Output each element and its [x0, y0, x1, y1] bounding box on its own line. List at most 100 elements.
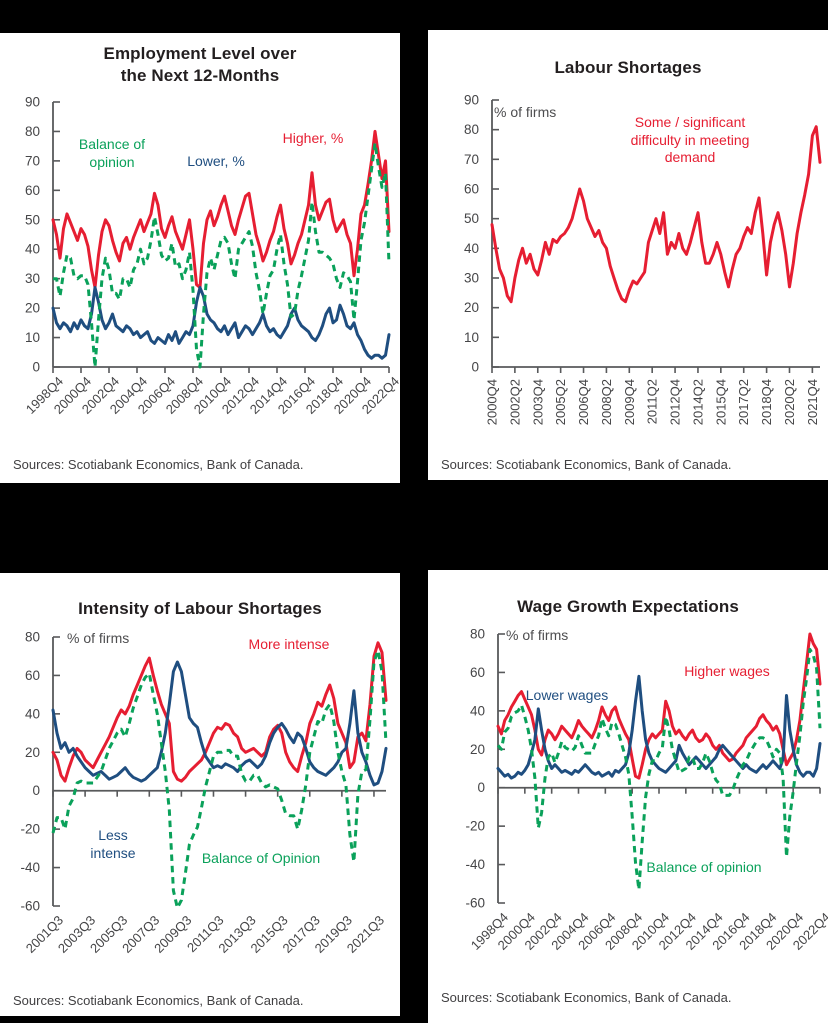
annotation-of-firms: % of firms: [67, 630, 130, 646]
series-line-navy: [51, 660, 388, 787]
line-chart-employment-level: 0 10 20 30 40 50 60 70 80 90 1998Q4 2000Q4 2002Q4 200…: [0, 33, 400, 483]
y-axis-tick-label: 0: [471, 360, 479, 375]
y-axis-tick-label: 60: [25, 183, 40, 198]
line-chart-labour-shortages: 0 10 20 30 40 50 60 70 80 90 2000Q4 2002Q2 2003Q4 200…: [428, 30, 828, 480]
y-axis-tick-label: 40: [25, 706, 40, 721]
series-line-red: [51, 129, 391, 289]
sources-note: Sources: Scotiabank Economics, Bank of C…: [441, 457, 732, 472]
y-axis-tick-label: -40: [20, 860, 40, 875]
y-axis-tick-label: -40: [465, 857, 485, 872]
y-axis-tick-label: 20: [470, 742, 485, 757]
chart-title-wage-growth: Wage Growth Expectations: [428, 596, 828, 618]
y-axis-tick-label: -60: [20, 899, 40, 914]
annotation-balance-of-opinion: Balance of opinion: [646, 859, 762, 875]
x-axis-tick-label: 2020Q2: [782, 379, 797, 425]
x-axis-tick-label: 2003Q4: [530, 379, 545, 425]
chart-canvas: -60-40-200204060801998Q42000Q42002Q42004…: [465, 627, 828, 953]
line-chart-wage-growth: -60 -40 -20 0 20 40 60 80 1998Q4 2000Q4 2002Q4 2004…: [428, 570, 828, 1023]
series-line-red: [496, 632, 822, 780]
y-axis-tick-label: 60: [25, 668, 40, 683]
annotation-lower-wages: Lower wages: [525, 687, 609, 703]
y-axis-tick-label: 70: [464, 152, 479, 167]
y-axis-tick-label: 20: [25, 301, 40, 316]
title-line-1: Labour Shortages: [554, 58, 702, 77]
x-axis-tick-label: 2006Q4: [576, 379, 591, 425]
sources-note: Sources: Scotiabank Economics, Bank of C…: [441, 990, 732, 1005]
series-line-green: [496, 647, 822, 892]
series-line-navy: [51, 286, 391, 360]
y-axis-tick-label: 0: [32, 360, 40, 375]
sources-note: Sources: Scotiabank Economics, Bank of C…: [13, 993, 304, 1008]
annotation-of-firms: % of firms: [494, 104, 557, 120]
x-axis-tick-label: 2011Q2: [645, 379, 660, 424]
y-axis-tick-label: 50: [25, 212, 40, 227]
annotation-balance-of: Balance of opinion: [78, 136, 146, 170]
y-axis-tick-label: 90: [464, 93, 479, 108]
annotation-of-firms: % of firms: [506, 627, 569, 643]
y-axis-tick-label: 90: [25, 95, 40, 110]
chart-canvas: 0 10 20 30 40 50 60 70 80 90 2000Q4 2002Q2 2003Q4 200…: [464, 93, 822, 425]
x-axis-tick-label: 2012Q4: [668, 379, 683, 425]
x-axis-tick-label: 2009Q4: [622, 379, 637, 425]
y-axis-tick-label: 10: [464, 330, 479, 345]
y-axis-tick-label: 70: [25, 153, 40, 168]
x-axis-tick-label: 2000Q4: [485, 379, 500, 425]
y-axis-tick-label: 50: [464, 211, 479, 226]
y-axis-tick-label: 20: [464, 300, 479, 315]
panel-labour-shortages: Labour Shortages 0 10 20 30 40 50 60 70 80 90 2000…: [428, 30, 828, 480]
panel-intensity-labour-shortages: Intensity of Labour Shortages -60 -40 -20 0…: [0, 573, 400, 1016]
chart-title-labour-shortages: Labour Shortages: [428, 57, 828, 79]
x-axis-tick-label: 2018Q4: [759, 379, 774, 425]
y-axis-tick-label: 80: [25, 630, 40, 645]
series-line-green: [51, 649, 388, 910]
y-axis-tick-label: 60: [464, 182, 479, 197]
series-line-red: [51, 641, 388, 783]
series-line-red: [490, 125, 822, 304]
x-axis-tick-label: 2008Q2: [599, 379, 614, 425]
y-axis-tick-label: -60: [465, 896, 485, 911]
y-axis-tick-label: 40: [25, 242, 40, 257]
y-axis-tick-label: -20: [20, 822, 40, 837]
x-axis-tick-label: 2014Q2: [690, 379, 705, 425]
annotation-some-significant: Some / significant difficulty in meeting d…: [630, 114, 750, 165]
y-axis-tick-label: 80: [25, 124, 40, 139]
annotation-higher-wages: Higher wages: [684, 663, 770, 679]
annotation-balance-of-opinion: Balance of Opinion: [201, 850, 321, 866]
x-axis-tick-label: 2017Q2: [736, 379, 751, 425]
y-axis-tick-label: 30: [464, 271, 479, 286]
y-axis-tick-label: 80: [470, 627, 485, 642]
chart-canvas: 01020304050607080901998Q42000Q42002Q4200…: [23, 95, 400, 417]
title-line-1: Wage Growth Expectations: [517, 597, 739, 616]
y-axis-tick-label: 20: [25, 745, 40, 760]
y-axis-tick-label: 40: [470, 703, 485, 718]
x-axis-tick-label: 2002Q2: [507, 379, 522, 425]
line-chart-intensity: -60 -40 -20 0 20 40 60 80 2001Q3 2003Q3 2005Q3 2007…: [0, 573, 400, 1016]
annotation-lower: Lower, %: [187, 153, 245, 169]
x-axis-tick-label: 2015Q4: [713, 379, 728, 425]
panel-employment-level: Employment Level over the Next 12-Months …: [0, 33, 400, 483]
chart-title-intensity: Intensity of Labour Shortages: [0, 598, 400, 620]
y-axis-tick-label: 0: [32, 783, 40, 798]
annotation-more-intense: More intense: [248, 636, 330, 652]
y-axis-tick-label: 40: [464, 241, 479, 256]
sources-note: Sources: Scotiabank Economics, Bank of C…: [13, 457, 304, 472]
title-line-1: Intensity of Labour Shortages: [78, 599, 322, 618]
annotation-higher: Higher, %: [282, 130, 344, 146]
chart-title-employment-level: Employment Level over the Next 12-Months: [0, 43, 400, 88]
y-axis-tick-label: 10: [25, 330, 40, 345]
y-axis-tick-label: 60: [470, 665, 485, 680]
x-axis-tick-label: 2005Q2: [553, 379, 568, 425]
title-line-1: Employment Level over: [103, 44, 297, 63]
y-axis-tick-label: 0: [477, 780, 485, 795]
y-axis-tick-label: 80: [464, 122, 479, 137]
title-line-2: the Next 12-Months: [120, 66, 280, 86]
panel-wage-growth-expectations: Wage Growth Expectations -60 -40 -20 0 20 40 6…: [428, 570, 828, 1023]
y-axis-tick-label: -20: [465, 819, 485, 834]
series-line-green: [53, 141, 391, 369]
y-axis-tick-label: 30: [25, 271, 40, 286]
x-axis-tick-label: 2021Q4: [805, 379, 820, 425]
chart-canvas: -60-40-200204060802001Q32003Q32005Q32007…: [20, 630, 388, 956]
series-line-navy: [496, 674, 822, 780]
annotation-less: Less intense: [90, 827, 136, 861]
